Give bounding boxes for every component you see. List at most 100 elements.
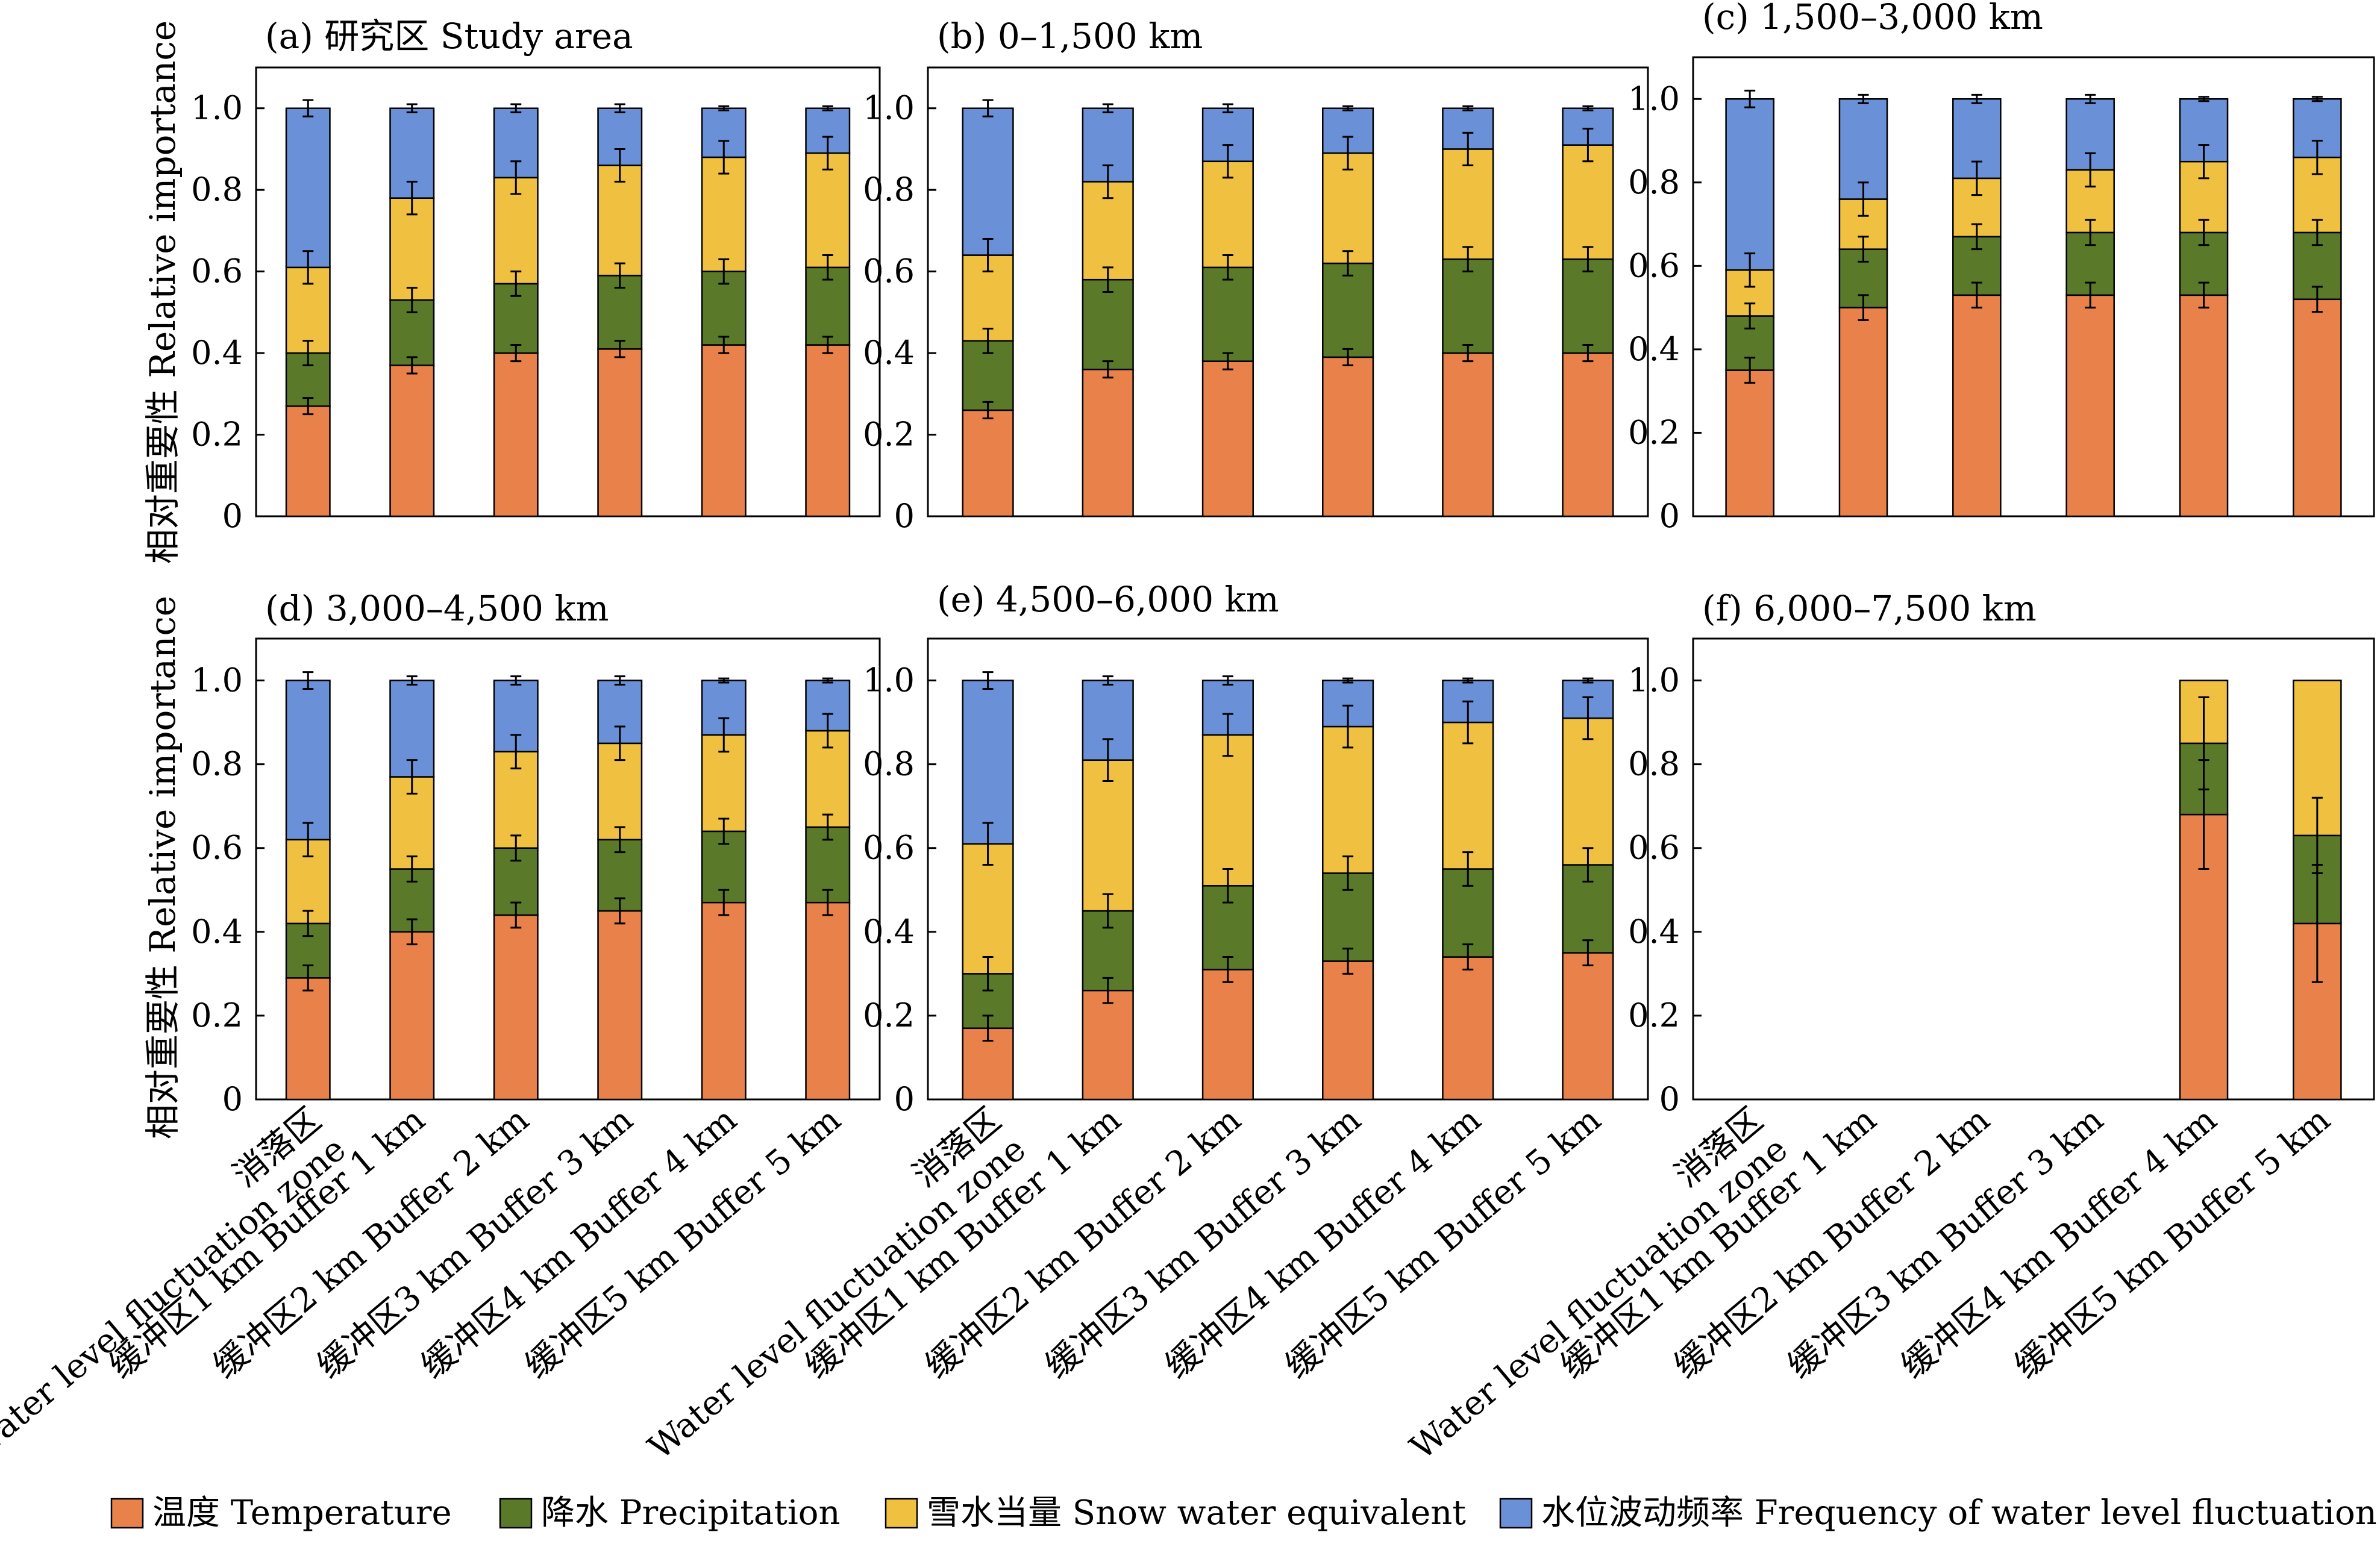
y-axis-label: 相对重要性 Relative importance [142, 20, 183, 564]
y-tick-label: 0.6 [191, 829, 243, 867]
legend-label-precipitation: 降水 Precipitation [541, 1493, 841, 1533]
bar-segment-frequency [285, 680, 331, 841]
bar-segment-snow [962, 843, 1014, 975]
y-tick-label: 0.6 [191, 252, 243, 290]
y-tick-label: 0.8 [1628, 163, 1680, 201]
chart-panel-6: (f) 6,000–7,500 km00.20.40.60.81.0消落区Wat… [1403, 588, 2375, 1468]
y-tick-label: 1.0 [1628, 80, 1680, 117]
bar-segment-precipitation [1322, 262, 1374, 358]
bar-segment-precipitation [1562, 258, 1614, 354]
legend-swatch-precipitation [499, 1498, 533, 1529]
y-tick-label: 0.8 [191, 745, 243, 783]
y-tick-label: 0.2 [863, 996, 915, 1034]
y-tick-label: 0.4 [191, 334, 243, 372]
bar-segment-snow [1562, 144, 1614, 260]
chart-panel-2: (b) 0–1,500 km 0 0.2 0.4 0.6 0.8 1.0 [863, 16, 1649, 535]
bar-segment-snow [1562, 717, 1614, 866]
y-tick-label: 0.8 [1628, 745, 1680, 783]
bar-segment-temperature [389, 931, 435, 1101]
legend-label-frequency: 水位波动频率 Frequency of water level fluctuat… [1541, 1493, 2377, 1533]
y-axis-label: 相对重要性 Relative importance [142, 596, 183, 1139]
bar-segment-temperature [2065, 294, 2115, 517]
y-tick-label: 1.0 [863, 661, 915, 699]
bar-segment-temperature [1952, 294, 2002, 517]
bar-segment-temperature [805, 344, 851, 517]
y-tick-label: 0 [1659, 1080, 1680, 1118]
bar-segment-snow [805, 152, 851, 269]
legend-swatch-snow [885, 1498, 918, 1529]
chart-panel-1: (a) 研究区 Study area 0 0.2 0.4 0.6 0.8 1.0 [191, 16, 881, 535]
bar-segment-temperature [2179, 294, 2229, 517]
bar-segment-temperature [701, 901, 747, 1101]
y-tick-label: 0.4 [1628, 330, 1680, 368]
bar-segment-temperature [1725, 369, 1774, 517]
bar-segment-temperature [493, 914, 539, 1101]
chart-panel-5: (e) 4,500–6,000 km00.20.40.60.81.0消落区Wat… [641, 579, 1649, 1468]
bar-segment-snow [1201, 734, 1254, 887]
legend-label-snow: 雪水当量 Snow water equivalent [927, 1493, 1466, 1533]
y-tick-label: 0.8 [863, 170, 915, 208]
bar-segment-temperature [1082, 368, 1134, 517]
legend-swatch-frequency [1499, 1498, 1533, 1529]
chart-panel-4: (d) 3,000–4,500 km00.20.40.60.81.0消落区Wat… [0, 588, 881, 1468]
bar-segment-temperature [1442, 956, 1494, 1101]
y-tick-label: 0 [222, 1080, 243, 1118]
bar-segment-frequency [1201, 680, 1254, 736]
legend-label-temperature: 温度 Temperature [152, 1493, 452, 1533]
bar-segment-temperature [1201, 360, 1254, 517]
panel-title: (a) 研究区 Study area [265, 16, 633, 57]
y-tick-label: 1.0 [863, 89, 915, 127]
bar-segment-temperature [1322, 356, 1374, 517]
y-tick-label: 0.8 [191, 170, 243, 208]
plot-frame [255, 66, 881, 517]
legend: 温度 Temperature 降水 Precipitation 雪水当量 Snow … [110, 1493, 2377, 1533]
y-tick-label: 0 [222, 497, 243, 535]
bar-segment-temperature [1322, 960, 1374, 1101]
bar-segment-temperature [493, 352, 539, 517]
chart-panel-3: (c) 1,500–3,000 km 0 0.2 0.4 0.6 0.8 1.0 [1628, 0, 2375, 535]
y-tick-label: 0.4 [863, 913, 915, 951]
bar-segment-snow [1201, 160, 1254, 269]
bar-segment-temperature [962, 409, 1014, 517]
y-tick-label: 0.2 [863, 416, 915, 454]
bar-segment-temperature [285, 977, 331, 1101]
bar-segment-temperature [805, 901, 851, 1101]
bar-segment-temperature [1838, 307, 1888, 517]
y-tick-label: 0.2 [1628, 413, 1680, 451]
bar-segment-snow [597, 164, 643, 277]
y-tick-label: 0.4 [863, 334, 915, 372]
plot-frame [1692, 56, 2375, 517]
panel-title: (f) 6,000–7,500 km [1702, 588, 2037, 629]
bar-segment-snow [1082, 759, 1134, 912]
plot-frame [927, 66, 1649, 517]
panel-title: (b) 0–1,500 km [937, 16, 1203, 57]
y-tick-label: 0 [1659, 497, 1680, 535]
bar-segment-temperature [1442, 352, 1494, 517]
y-tick-label: 0 [894, 1080, 915, 1118]
y-tick-label: 0.2 [191, 416, 243, 454]
panel-title: (d) 3,000–4,500 km [265, 588, 609, 629]
bar-segment-snow [1442, 148, 1494, 260]
bar-segment-temperature [1562, 952, 1614, 1101]
y-axis-labels: 相对重要性 Relative importance 相对重要性 Relative … [142, 20, 183, 1139]
bar-segment-precipitation [1082, 278, 1134, 370]
y-tick-label: 0.4 [191, 913, 243, 951]
bar-segment-temperature [597, 910, 643, 1101]
legend-swatch-temperature [110, 1498, 144, 1529]
y-tick-label: 0 [894, 497, 915, 535]
y-tick-label: 0.6 [1628, 829, 1680, 867]
bar-segment-precipitation [1201, 266, 1254, 362]
y-tick-label: 1.0 [191, 661, 243, 699]
bar-segment-temperature [701, 344, 747, 517]
bar-segment-snow [1442, 721, 1494, 870]
y-tick-label: 0.6 [863, 252, 915, 290]
bar-segment-temperature [2293, 298, 2342, 517]
bar-segment-frequency [962, 107, 1014, 256]
bar-segment-temperature [389, 364, 435, 517]
bar-segment-temperature [597, 348, 643, 517]
y-tick-label: 0.2 [191, 996, 243, 1034]
y-tick-label: 0.6 [863, 829, 915, 867]
bar-segment-frequency [962, 680, 1014, 845]
